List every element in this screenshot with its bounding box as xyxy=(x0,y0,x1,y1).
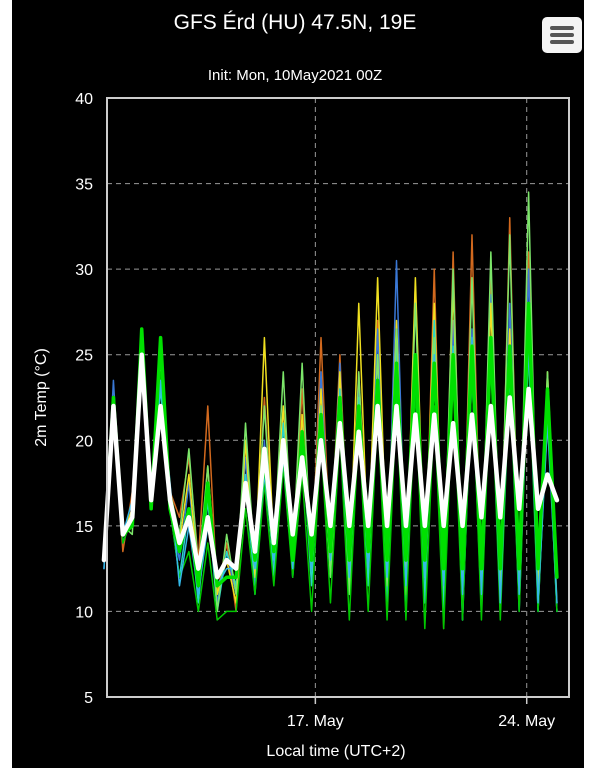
series-line-member-5 xyxy=(103,353,558,630)
hamburger-menu-icon[interactable] xyxy=(542,17,582,53)
x-tick-label: 24. May xyxy=(498,713,555,730)
y-tick-label: 15 xyxy=(75,519,93,536)
y-tick-label: 25 xyxy=(75,348,93,365)
series-line-control-7 xyxy=(102,301,559,588)
y-tick-label: 20 xyxy=(75,433,93,450)
y-tick-label: 40 xyxy=(75,91,93,108)
series-lines xyxy=(101,191,560,630)
chart-frame: GFS Érd (HU) 47.5N, 19E Init: Mon, 10May… xyxy=(12,0,584,768)
chart-title: GFS Érd (HU) 47.5N, 19E xyxy=(174,11,417,34)
x-tick-labels: 17. May 24. May xyxy=(287,713,555,730)
x-axis-label: Local time (UTC+2) xyxy=(266,743,405,760)
y-axis-label: 2m Temp (°C) xyxy=(33,348,50,447)
y-tick-label: 10 xyxy=(75,604,93,621)
y-tick-label: 5 xyxy=(84,690,93,707)
y-tick-label: 30 xyxy=(75,262,93,279)
x-tick-label: 17. May xyxy=(287,713,344,730)
y-tick-labels: 5 10 15 20 25 30 35 40 xyxy=(75,91,93,707)
chart-subtitle: Init: Mon, 10May2021 00Z xyxy=(208,67,382,84)
series-line-mean-8 xyxy=(101,352,560,580)
plot-border xyxy=(106,97,570,698)
temperature-chart: GFS Érd (HU) 47.5N, 19E Init: Mon, 10May… xyxy=(33,11,570,760)
series-line-member-6 xyxy=(103,336,558,604)
y-tick-label: 35 xyxy=(75,177,93,194)
